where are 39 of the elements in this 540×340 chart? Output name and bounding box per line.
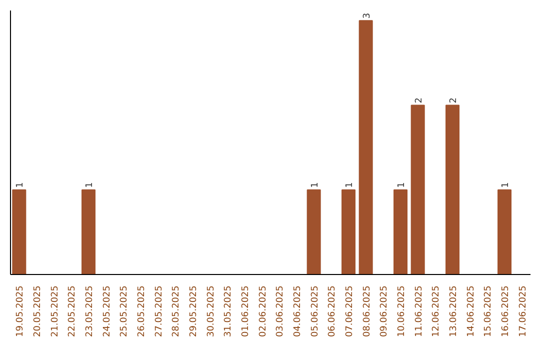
x-tick-label: 11.06.2025 (414, 286, 424, 338)
x-tick-label: 12.06.2025 (432, 286, 442, 338)
x-tick-label: 05.06.2025 (310, 286, 320, 338)
x-tick-label: 30.05.2025 (206, 286, 216, 338)
x-tick-label: 02.06.2025 (258, 286, 268, 338)
data-label: 2 (449, 98, 459, 104)
x-tick-label: 23.05.2025 (85, 286, 95, 338)
x-tick-label: 14.06.2025 (466, 286, 476, 338)
x-tick-label: 29.05.2025 (189, 286, 199, 338)
x-tick-label: 22.05.2025 (68, 286, 78, 338)
data-label: 2 (414, 98, 424, 104)
x-tick-label: 26.05.2025 (137, 286, 147, 338)
data-label: 3 (362, 12, 372, 19)
data-label: 1 (345, 182, 355, 188)
x-tick-label: 15.06.2025 (484, 286, 494, 338)
x-tick-label: 20.05.2025 (33, 286, 43, 338)
x-tick-label: 27.05.2025 (154, 286, 164, 338)
x-tick-label: 10.06.2025 (397, 286, 407, 338)
x-tick-label: 16.06.2025 (501, 286, 511, 338)
x-tick-label: 06.06.2025 (328, 286, 338, 338)
x-tick-label: 09.06.2025 (380, 286, 390, 338)
x-tick-label: 21.05.2025 (50, 286, 60, 338)
x-tick-label: 08.06.2025 (362, 286, 372, 338)
x-tick-label: 03.06.2025 (276, 286, 286, 338)
x-tick-label: 04.06.2025 (293, 286, 303, 338)
x-tick-label: 13.06.2025 (449, 286, 459, 338)
x-tick-label: 24.05.2025 (102, 286, 112, 338)
x-tick-label: 19.05.2025 (16, 286, 26, 338)
data-label: 1 (310, 182, 320, 188)
x-tick-label: 25.05.2025 (120, 286, 130, 338)
data-label: 1 (16, 182, 26, 188)
x-tick-label: 07.06.2025 (345, 286, 355, 338)
data-label: 1 (85, 182, 95, 188)
data-label: 1 (397, 182, 407, 188)
data-label: 1 (501, 182, 511, 188)
x-tick-label: 31.05.2025 (224, 286, 234, 338)
x-tick-label: 28.05.2025 (172, 286, 182, 338)
x-tick-label: 17.06.2025 (518, 286, 528, 338)
x-tick-label: 01.06.2025 (241, 286, 251, 338)
